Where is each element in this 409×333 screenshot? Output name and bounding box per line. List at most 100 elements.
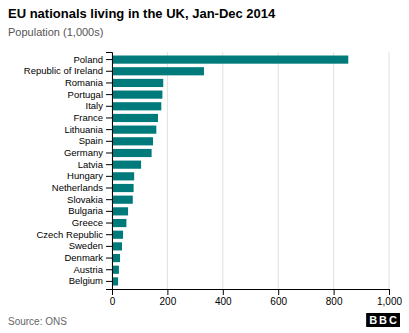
tick-label: 0 (110, 296, 116, 307)
bar (112, 242, 122, 250)
tick: Italy (86, 100, 112, 111)
tick-mark (106, 82, 112, 83)
bar (112, 231, 123, 239)
tick: 200 (160, 289, 177, 307)
bar (112, 114, 158, 122)
tick-label: Germany (64, 147, 103, 158)
bar (112, 137, 153, 145)
tick-mark (106, 223, 112, 224)
tick: 0 (110, 289, 116, 307)
tick-mark (106, 258, 112, 259)
tick-mark (106, 94, 112, 95)
chart: 0 200 400 600 800 1,000 PolandRepublic of Irel… (0, 0, 409, 333)
bar (112, 67, 204, 75)
tick-mark (106, 234, 112, 235)
bars (112, 56, 348, 286)
tick-mark (106, 199, 112, 200)
tick: Latvia (78, 159, 112, 170)
bar (112, 172, 134, 180)
axis-line (106, 53, 113, 290)
tick: Czech Republic (36, 229, 112, 240)
grid-line (278, 52, 279, 289)
tick-label: Denmark (64, 252, 103, 263)
bar (112, 266, 119, 274)
y-axis: PolandRepublic of IrelandRomaniaPortugal… (24, 53, 113, 290)
tick-label: Lithuania (64, 124, 103, 135)
tick-mark (167, 289, 168, 295)
bar (112, 161, 141, 169)
tick-label: Latvia (78, 159, 104, 170)
tick-mark (106, 164, 112, 165)
axis-line (113, 290, 390, 296)
tick: Republic of Ireland (24, 65, 112, 76)
tick-label: Austria (73, 264, 103, 275)
tick-label: 1,000 (377, 296, 402, 307)
logo: BBC (366, 313, 400, 327)
bar (112, 149, 152, 157)
title: EU nationals living in the UK, Jan-Dec 2… (8, 6, 276, 21)
grid-line (389, 52, 390, 289)
tick: Austria (73, 264, 112, 275)
grid-line (333, 52, 334, 289)
tick: Denmark (64, 252, 112, 263)
tick-mark (334, 289, 335, 295)
tick-mark (106, 246, 112, 247)
tick-mark (106, 176, 112, 177)
tick-label: Czech Republic (36, 229, 103, 240)
tick: Portugal (68, 89, 112, 100)
tick-mark (106, 141, 112, 142)
tick: 600 (270, 289, 287, 307)
plot: 0 200 400 600 800 1,000 PolandRepublic of Irel… (24, 52, 403, 307)
tick: Lithuania (64, 124, 112, 135)
tick: Germany (64, 147, 112, 158)
bar (112, 56, 348, 64)
tick-label: Portugal (68, 89, 103, 100)
bar (112, 79, 163, 87)
bar (112, 126, 156, 134)
tick-label: Slovakia (67, 194, 104, 205)
tick-label: Bulgaria (68, 205, 104, 216)
tick-label: Poland (73, 54, 103, 65)
logo-box (366, 313, 400, 327)
tick: Slovakia (67, 194, 112, 205)
bar (112, 196, 133, 204)
tick-label: 800 (326, 296, 343, 307)
tick-mark (106, 211, 112, 212)
tick: France (73, 112, 112, 123)
tick: 400 (215, 289, 232, 307)
grid-line (222, 52, 223, 289)
bar (112, 254, 120, 262)
tick-mark (106, 106, 112, 107)
tick-label: Romania (65, 77, 104, 88)
tick-label: Netherlands (52, 182, 103, 193)
tick: Greece (72, 217, 112, 228)
bar (112, 207, 128, 215)
tick-mark (106, 59, 112, 60)
tick-label: Hungary (67, 170, 103, 181)
tick-label: Republic of Ireland (24, 65, 103, 76)
bar (112, 219, 126, 227)
bar (112, 102, 161, 110)
tick: 800 (326, 289, 343, 307)
subtitle: Population (1,000s) (8, 26, 103, 38)
tick-label: Italy (86, 100, 104, 111)
tick-mark (106, 117, 112, 118)
bar (112, 184, 134, 192)
tick: Hungary (67, 170, 112, 181)
tick: Sweden (69, 240, 112, 251)
tick-label: Belgium (69, 275, 103, 286)
tick-mark (106, 71, 112, 72)
tick: Poland (73, 54, 112, 65)
tick: Netherlands (52, 182, 112, 193)
tick-label: Greece (72, 217, 103, 228)
tick: Bulgaria (68, 205, 112, 216)
tick: Belgium (69, 275, 112, 286)
grid (112, 52, 389, 289)
tick-mark (278, 289, 279, 295)
logo-text: BBC (369, 314, 399, 326)
tick-label: 400 (215, 296, 232, 307)
tick: Romania (65, 77, 112, 88)
tick-mark (389, 289, 390, 295)
tick: Spain (79, 135, 112, 146)
tick-label: France (73, 112, 103, 123)
